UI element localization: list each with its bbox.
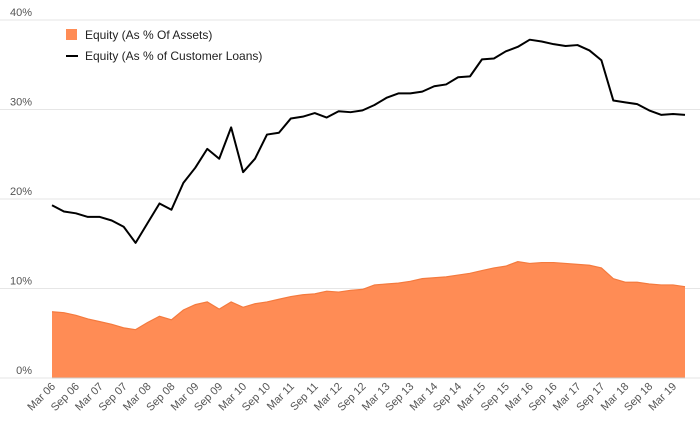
series-area-assets	[52, 261, 685, 378]
y-tick-label: 40%	[10, 7, 32, 19]
line-series-layer	[51, 38, 686, 244]
area-series-layer	[51, 261, 686, 378]
y-tick-label: 20%	[10, 186, 32, 198]
legend-label-assets: Equity (As % Of Assets)	[85, 28, 212, 42]
y-tick-label: 10%	[10, 276, 32, 288]
y-tick-label: 30%	[10, 97, 32, 109]
legend: Equity (As % Of Assets) Equity (As % of …	[66, 28, 262, 63]
series-line-loans	[51, 38, 686, 244]
legend-swatch-assets	[66, 29, 77, 40]
legend-label-loans: Equity (As % of Customer Loans)	[85, 49, 262, 63]
y-tick-label: 0%	[16, 365, 32, 377]
series-area-assets-edge	[51, 261, 686, 331]
